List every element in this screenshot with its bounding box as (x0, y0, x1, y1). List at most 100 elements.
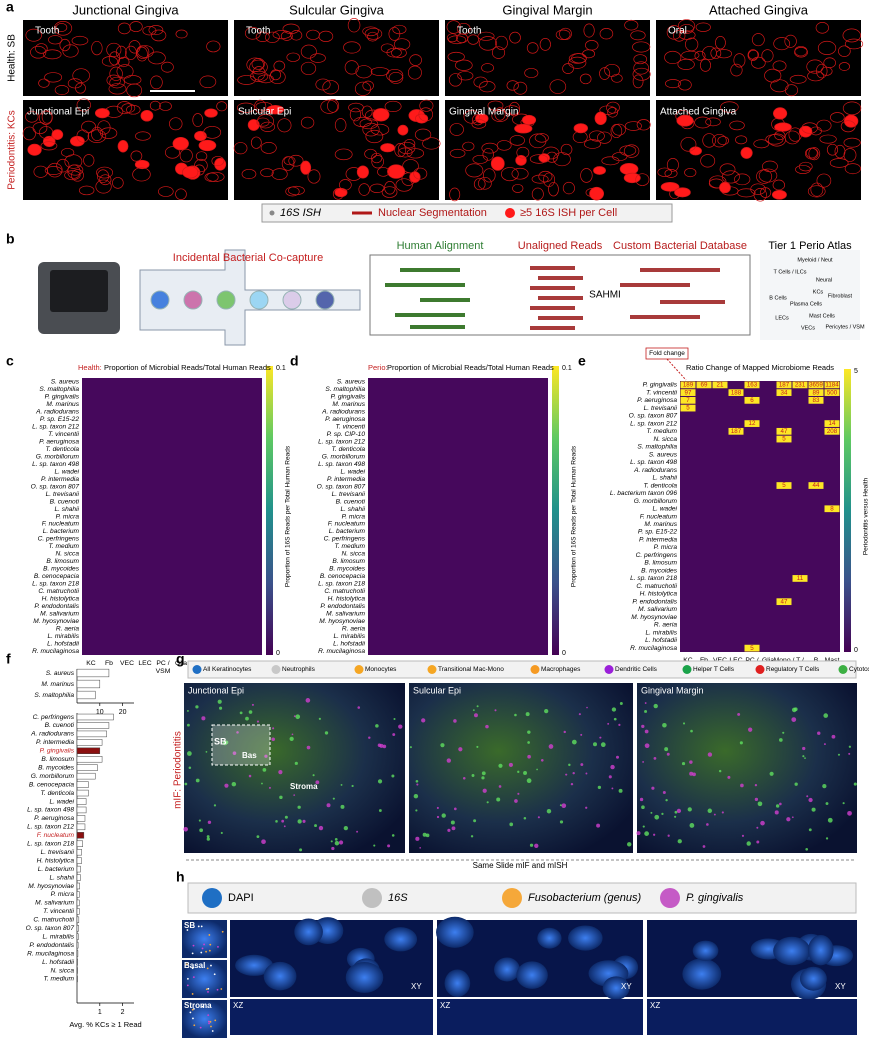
row-label: L. sp. taxon 212 (32, 423, 79, 430)
stain-signal (199, 828, 204, 833)
legend-box (261, 203, 673, 223)
stain-signal (706, 823, 709, 826)
stain-signal (332, 797, 335, 800)
row-label: P. sp. E15-22 (638, 529, 677, 536)
row-label: C. matruchotii (324, 588, 365, 595)
nucleus-outline (657, 167, 672, 177)
column-label: LEC (729, 657, 742, 664)
nucleus-outline (307, 169, 321, 184)
nucleus-outline (747, 49, 759, 61)
nucleus-outline (244, 26, 261, 40)
row-label: C. perfringens (636, 552, 678, 559)
y-tick-label: B. cuenoti (45, 722, 75, 729)
probe-signal (189, 1011, 192, 1014)
nucleus-outline (516, 146, 530, 159)
image-title: Gingival Margin (641, 685, 704, 695)
stain-signal (248, 774, 252, 778)
nucleus-outline (386, 47, 402, 58)
nucleus-outline (175, 29, 188, 39)
stain-signal (220, 831, 223, 835)
nucleus-outline (715, 49, 732, 59)
row-label: L. mirabilis (47, 633, 79, 640)
column-title: Junctional Gingiva (72, 2, 179, 17)
bar (76, 798, 87, 805)
nucleus-outline (524, 67, 539, 79)
stain-signal (779, 802, 782, 806)
nucleus-outline (734, 173, 751, 186)
probe-signal (199, 1026, 202, 1029)
legend-label: Macrophages (541, 666, 581, 673)
colorbar-label: 0.1 (276, 365, 286, 372)
bar (76, 916, 80, 924)
nucleus (773, 936, 811, 966)
probe-signal (208, 1022, 210, 1025)
row-label: H. histolytica (328, 596, 366, 603)
fold-change-box (808, 396, 824, 404)
probe-signal (207, 987, 210, 990)
nucleus-outline (96, 166, 114, 179)
bar (76, 832, 85, 839)
nucleus-outline (623, 144, 640, 158)
nucleus-outline (126, 83, 143, 98)
inset-label: Junctional Epi (27, 107, 89, 118)
stain-signal (610, 764, 615, 770)
nucleus-outline (300, 116, 315, 129)
nucleus-outline (96, 169, 110, 183)
nucleus-outline (260, 141, 277, 154)
row-label: L. sp. taxon 218 (318, 581, 365, 588)
stain-signal (514, 713, 517, 717)
nucleus-outline (619, 145, 637, 156)
legend-swatch (838, 665, 848, 674)
nucleus-outline (481, 63, 494, 73)
stain-signal (473, 713, 478, 718)
row-label: A. radiodurans (35, 408, 80, 415)
nucleus-outline (388, 71, 404, 84)
bar (76, 789, 89, 797)
stain-signal (262, 768, 267, 772)
stain-signal (338, 840, 344, 845)
stain-signal (702, 845, 706, 848)
inset-label: Stroma (184, 1001, 212, 1010)
bar (76, 747, 101, 755)
fold-change-label: 500 (827, 389, 838, 396)
nucleus-outline (844, 163, 861, 175)
legend-label: Fusobacterium (genus) (528, 892, 641, 904)
legend-label: All Keratinocytes (203, 666, 252, 673)
probe-signal (192, 1017, 194, 1020)
stain-signal (811, 807, 816, 812)
atlas-cluster: VECs (801, 325, 815, 331)
y-tick-label: L. sp. taxon 498 (27, 807, 74, 814)
legend-swatch (427, 665, 437, 674)
stain-signal (718, 769, 722, 773)
stain-signal (207, 820, 212, 824)
nucleus-outline (22, 126, 36, 141)
region-label: Bas (242, 751, 257, 760)
stain-signal (205, 750, 208, 753)
stain-signal (377, 779, 383, 784)
nucleus-outline (406, 148, 425, 159)
image-title: Junctional Epi (188, 685, 244, 695)
nucleus-outline (130, 150, 143, 162)
stain-signal (472, 709, 475, 712)
stain-signal (218, 706, 223, 710)
fold-change-box (744, 396, 760, 404)
x-tick-label: 1 (98, 1009, 102, 1016)
row-label: L. sp. taxon 498 (318, 461, 365, 468)
nucleus-outline (260, 168, 274, 178)
nucleus-outline (794, 47, 808, 58)
fold-change-box (744, 381, 760, 389)
stain-signal (409, 746, 412, 749)
stain-signal (746, 841, 751, 846)
column-label: Mast (825, 657, 840, 664)
stain-signal (613, 717, 617, 721)
nucleus-outline (579, 73, 592, 85)
stain-signal (654, 814, 660, 820)
read (420, 298, 470, 302)
nucleus-outline (767, 133, 786, 147)
row-label: L. sp. taxon 212 (318, 438, 365, 445)
nucleus-outline (534, 133, 549, 143)
nucleus-outline (290, 30, 303, 41)
colorbar-label: 0 (276, 650, 280, 657)
stain-signal (184, 782, 188, 786)
